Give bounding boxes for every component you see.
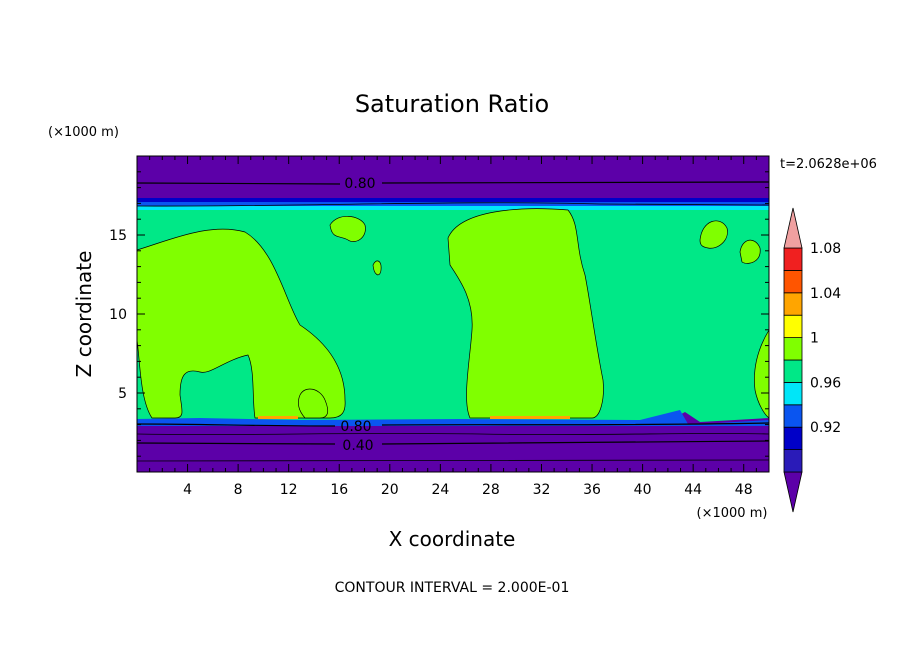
colorbar-swatch bbox=[783, 449, 803, 473]
contour-label: 0.80 bbox=[340, 419, 371, 435]
light-green-region-center bbox=[447, 208, 604, 419]
colorbar-high-arrow bbox=[783, 207, 803, 249]
x-axis-ticks: 4 8 12 16 20 24 28 32 36 40 44 48 bbox=[149, 156, 757, 498]
colorbar-swatch bbox=[783, 314, 803, 339]
y-tick-label: 5 bbox=[118, 386, 127, 402]
contour-line-top-edge bbox=[137, 202, 769, 207]
light-green-region-left bbox=[137, 228, 346, 419]
y-axis-unit: (×1000 m) bbox=[48, 125, 119, 140]
x-tick-label: 32 bbox=[533, 482, 551, 498]
colorbar-swatch bbox=[783, 359, 803, 383]
x-tick-label: 40 bbox=[634, 482, 652, 498]
x-tick-label: 28 bbox=[482, 482, 500, 498]
x-tick-label: 24 bbox=[431, 482, 449, 498]
x-axis-label: X coordinate bbox=[389, 527, 516, 551]
light-green-region-small bbox=[298, 388, 329, 419]
x-tick-label: 16 bbox=[330, 482, 348, 498]
colorbar-swatch bbox=[783, 381, 803, 406]
light-green-blob-right bbox=[699, 220, 728, 249]
x-tick-label: 36 bbox=[583, 482, 601, 498]
contour-line-mid-bottom bbox=[137, 433, 769, 435]
colorbar-swatch bbox=[783, 269, 803, 294]
colorbar-swatch bbox=[783, 404, 803, 428]
plot-area: 0.80 0.80 0.40 bbox=[136, 155, 770, 473]
x-tick-label: 20 bbox=[381, 482, 399, 498]
upper-cyan-fringe bbox=[137, 206, 769, 210]
y-tick-label: 10 bbox=[109, 307, 127, 323]
colorbar-label: 1.08 bbox=[810, 241, 841, 257]
colorbar-low-arrow bbox=[783, 471, 803, 513]
contour-label: 0.80 bbox=[344, 176, 375, 192]
x-tick-label: 48 bbox=[735, 482, 753, 498]
contour-interval-footer: CONTOUR INTERVAL = 2.000E-01 bbox=[335, 580, 570, 596]
time-label: t=2.0628e+06 bbox=[780, 157, 877, 172]
lower-blue-fringe bbox=[137, 410, 769, 426]
colorbar-label: 0.96 bbox=[810, 375, 841, 391]
warm-patch-center bbox=[490, 416, 570, 419]
colorbar-swatch bbox=[783, 337, 803, 361]
contour-line-080-bottom bbox=[137, 422, 769, 427]
x-tick-label: 4 bbox=[183, 482, 192, 498]
y-tick-label: 15 bbox=[109, 228, 127, 244]
light-green-blob-tiny bbox=[372, 260, 382, 276]
x-axis-unit: (×1000 m) bbox=[697, 506, 768, 521]
chart-title: Saturation Ratio bbox=[355, 90, 549, 118]
contour-line-040 bbox=[137, 440, 769, 445]
light-green-edge-right bbox=[754, 329, 769, 419]
warm-patch-left bbox=[258, 416, 298, 419]
x-tick-label: 44 bbox=[684, 482, 702, 498]
x-tick-label: 12 bbox=[280, 482, 298, 498]
colorbar: 0.92 0.96 1 1.04 1.08 bbox=[783, 207, 841, 513]
light-green-blob-right-2 bbox=[739, 239, 761, 264]
contour-line-lowest bbox=[137, 459, 769, 462]
colorbar-label: 1.04 bbox=[810, 286, 841, 302]
contour-line-080-top bbox=[137, 181, 769, 185]
colorbar-label: 0.92 bbox=[810, 420, 841, 436]
colorbar-label: 1 bbox=[810, 331, 819, 347]
colorbar-swatch bbox=[783, 426, 803, 451]
light-green-blob-top bbox=[329, 216, 366, 242]
y-axis-ticks: 5 10 15 bbox=[109, 171, 769, 457]
y-axis-label: Z coordinate bbox=[72, 251, 96, 378]
colorbar-swatch bbox=[783, 247, 803, 271]
contour-label: 0.40 bbox=[342, 438, 373, 454]
x-tick-label: 8 bbox=[234, 482, 243, 498]
colorbar-swatch bbox=[783, 292, 803, 316]
